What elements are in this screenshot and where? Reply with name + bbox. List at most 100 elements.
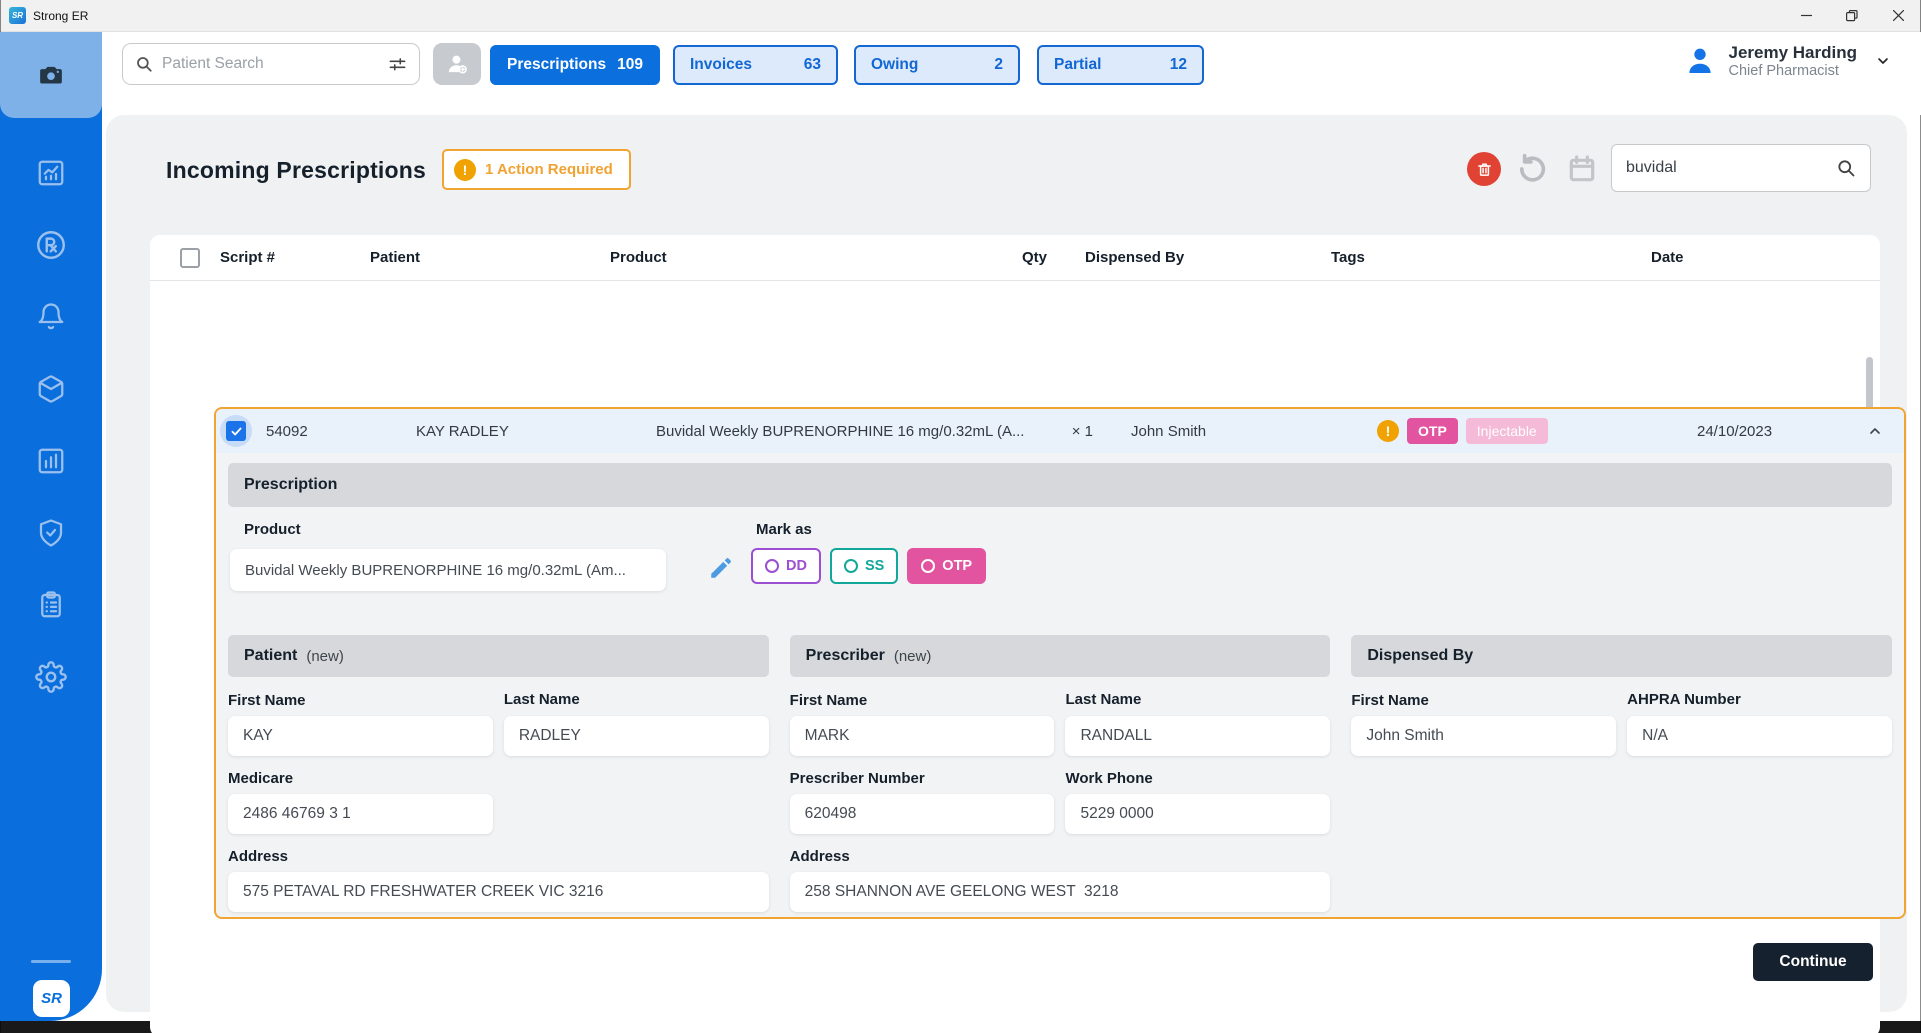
collapse-row-button[interactable] [1860, 423, 1890, 439]
radio-icon [921, 559, 935, 573]
dispensed-first-name-field[interactable]: John Smith [1351, 716, 1616, 756]
person-add-icon [444, 51, 470, 77]
continue-button[interactable]: Continue [1753, 943, 1873, 981]
row-script: 54092 [266, 423, 416, 440]
sidebar-divider [31, 960, 71, 963]
window-title: Strong ER [33, 9, 88, 23]
prescriber-address-field[interactable]: 258 SHANNON AVE GEELONG WEST 3218 [790, 872, 1331, 912]
tab-owing[interactable]: Owing 2 [854, 45, 1020, 85]
sidebar-item-inventory[interactable] [36, 374, 66, 404]
table-row[interactable]: 54092 KAY RADLEY Buvidal Weekly BUPRENOR… [216, 409, 1904, 453]
patient-search-placeholder: Patient Search [162, 55, 379, 73]
tab-label: Prescriptions [507, 56, 606, 74]
action-required-badge[interactable]: ! 1 Action Required [442, 149, 631, 190]
sidebar-item-records[interactable] [36, 590, 66, 620]
patient-section-header: Patient (new) [228, 635, 769, 677]
sidebar-item-camera[interactable] [0, 32, 102, 118]
patient-medicare-field[interactable]: 2486 46769 3 1 [228, 794, 493, 834]
patient-last-name-field[interactable]: RADLEY [504, 716, 769, 756]
row-date: 24/10/2023 [1691, 423, 1860, 440]
first-name-label: First Name [1351, 692, 1616, 710]
prescriber-last-name-field[interactable]: RANDALL [1065, 716, 1330, 756]
new-badge: (new) [894, 648, 932, 665]
last-name-label: Last Name [504, 691, 769, 709]
tab-invoices[interactable]: Invoices 63 [673, 45, 838, 85]
sidebar-nav: SR [0, 32, 102, 1021]
ahpra-number-label: AHPRA Number [1627, 691, 1892, 709]
medicare-label: Medicare [228, 770, 493, 788]
chip-label: DD [786, 558, 807, 574]
col-script: Script # [220, 249, 370, 266]
calendar-button[interactable] [1564, 151, 1600, 187]
product-label: Product [244, 521, 301, 538]
section-title: Patient [244, 647, 297, 665]
window-titlebar: SR Strong ER [0, 0, 1921, 32]
prescriber-section: Prescriber (new) First Name Last Name MA… [790, 635, 1331, 912]
package-icon [36, 374, 66, 404]
chip-label: SS [865, 558, 884, 574]
select-all-checkbox[interactable] [180, 248, 200, 268]
first-name-label: First Name [228, 692, 493, 710]
ahpra-number-field[interactable]: N/A [1627, 716, 1892, 756]
tab-count: 63 [804, 56, 821, 74]
brand-logo[interactable]: SR [33, 980, 70, 1017]
sidebar-item-notifications[interactable] [36, 302, 66, 332]
product-field[interactable]: Buvidal Weekly BUPRENORPHINE 16 mg/0.32m… [230, 549, 666, 591]
alert-tag-icon: ! [1377, 420, 1399, 442]
rx-icon [34, 228, 68, 262]
row-product: Buvidal Weekly BUPRENORPHINE 16 mg/0.32m… [656, 423, 1046, 440]
mark-as-otp-chip[interactable]: OTP [907, 548, 986, 584]
sidebar-item-analytics[interactable] [36, 158, 66, 188]
last-name-label: Last Name [1065, 691, 1330, 709]
delete-button[interactable] [1467, 152, 1501, 186]
expanded-prescription-card: 54092 KAY RADLEY Buvidal Weekly BUPRENOR… [214, 407, 1906, 919]
sidebar-item-compliance[interactable] [36, 518, 66, 548]
sidebar-item-settings[interactable] [36, 662, 66, 692]
patient-section: Patient (new) First Name Last Name KAY R… [228, 635, 769, 912]
prescriptions-table: Script # Patient Product Qty Dispensed B… [150, 235, 1880, 1033]
close-button[interactable] [1875, 0, 1921, 31]
mark-as-dd-chip[interactable]: DD [751, 548, 821, 584]
edit-product-button[interactable] [708, 555, 734, 581]
minimize-button[interactable] [1783, 0, 1829, 31]
row-checkbox[interactable] [226, 421, 246, 441]
col-patient: Patient [370, 249, 610, 266]
tab-prescriptions[interactable]: Prescriptions 109 [490, 45, 660, 85]
prescriber-first-name-field[interactable]: MARK [790, 716, 1055, 756]
col-product: Product [610, 249, 1000, 266]
mark-as-ss-chip[interactable]: SS [830, 548, 898, 584]
patient-search-input[interactable]: Patient Search [122, 43, 420, 85]
chevron-down-icon [1875, 53, 1891, 69]
section-title: Dispensed By [1367, 647, 1473, 665]
refresh-button[interactable] [1514, 151, 1550, 187]
filter-sliders-icon[interactable] [388, 55, 407, 74]
add-patient-button[interactable] [433, 43, 481, 85]
user-menu[interactable]: Jeremy Harding Chief Pharmacist [1683, 42, 1892, 79]
patient-address-field[interactable]: 575 PETAVAL RD FRESHWATER CREEK VIC 3216 [228, 872, 769, 912]
tab-label: Partial [1054, 56, 1101, 74]
col-qty: Qty [1000, 249, 1055, 266]
refresh-icon [1515, 152, 1549, 186]
restore-button[interactable] [1829, 0, 1875, 31]
sidebar-item-prescriptions[interactable] [36, 230, 66, 260]
col-tags: Tags [1325, 249, 1645, 266]
action-required-label: 1 Action Required [485, 161, 613, 178]
prescriber-number-label: Prescriber Number [790, 770, 1055, 788]
page-title: Incoming Prescriptions [166, 157, 426, 184]
prescriber-section-header: Prescriber (new) [790, 635, 1331, 677]
tab-label: Invoices [690, 56, 752, 74]
calendar-icon [1566, 153, 1598, 185]
col-date: Date [1645, 249, 1820, 266]
sidebar-item-reports[interactable] [36, 446, 66, 476]
section-title: Prescriber [806, 647, 885, 665]
injectable-tag: Injectable [1466, 418, 1548, 444]
dispensed-by-section: Dispensed By First Name AHPRA Number Joh… [1351, 635, 1892, 912]
patient-first-name-field[interactable]: KAY [228, 716, 493, 756]
topbar: Patient Search Prescriptions 109 Invoice… [102, 32, 1921, 115]
prescription-search-input[interactable]: buvidal [1611, 144, 1871, 192]
radio-icon [765, 559, 779, 573]
otp-tag: OTP [1407, 418, 1458, 444]
work-phone-field[interactable]: 5229 0000 [1065, 794, 1330, 834]
tab-partial[interactable]: Partial 12 [1037, 45, 1204, 85]
prescriber-number-field[interactable]: 620498 [790, 794, 1055, 834]
